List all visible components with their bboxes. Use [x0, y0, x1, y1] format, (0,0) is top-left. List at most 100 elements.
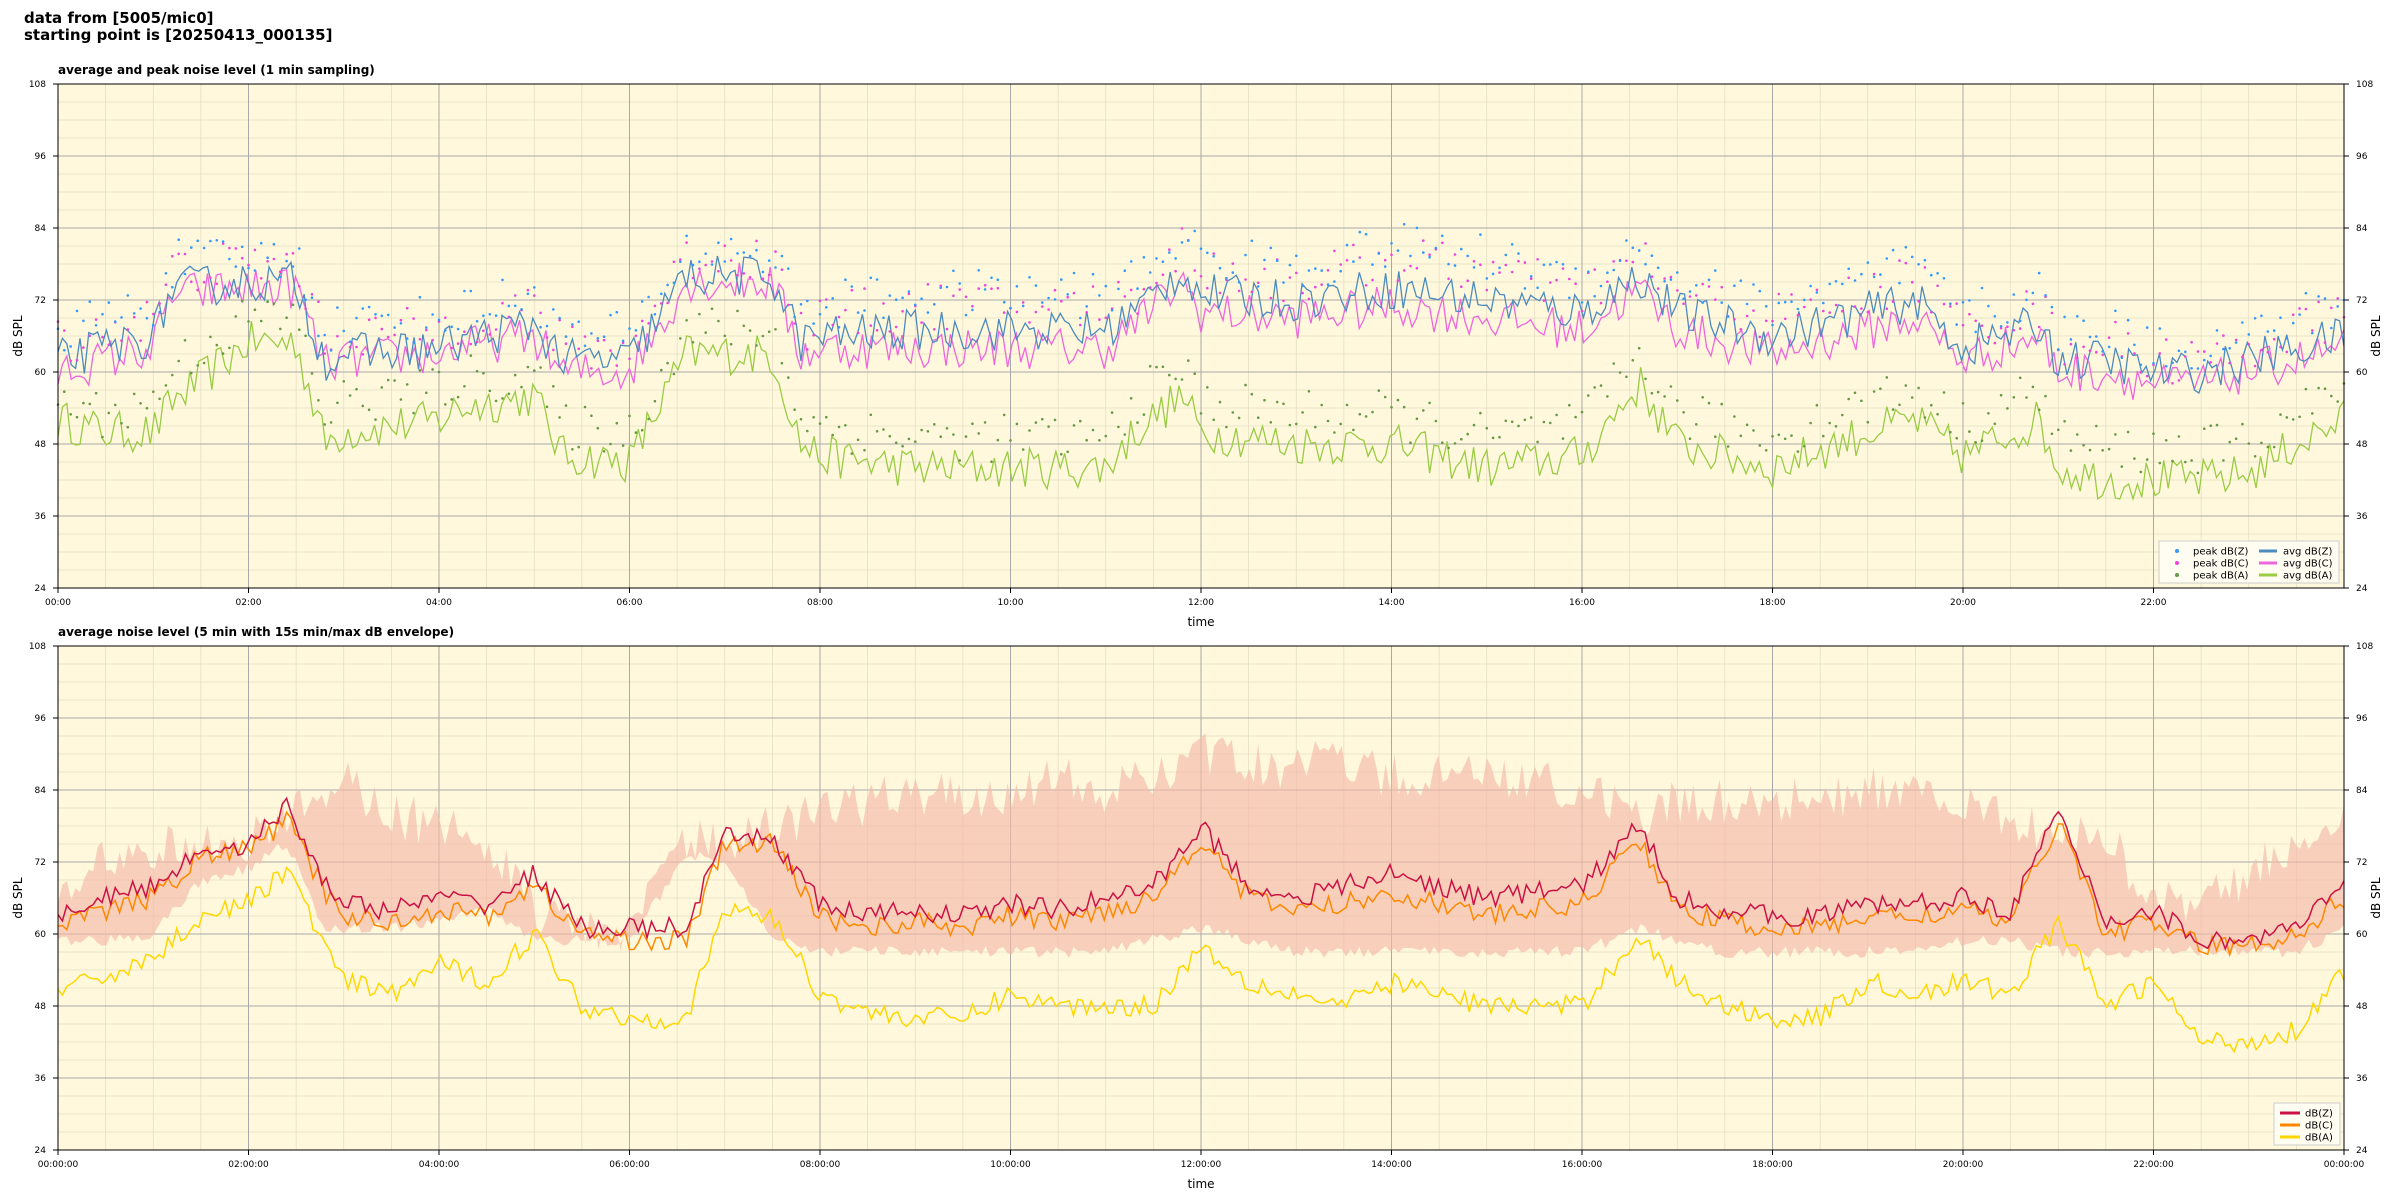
data-point-peakdbz	[513, 304, 517, 308]
data-point-peakdbz	[1568, 296, 1571, 300]
data-point-peakdbz	[2330, 326, 2333, 330]
data-point-peakdba	[107, 411, 111, 415]
data-point-peakdbz	[1930, 273, 1933, 277]
data-point-peakdbz	[2266, 330, 2270, 333]
data-point-peakdbz	[545, 324, 549, 328]
data-point-peakdba	[723, 334, 727, 338]
data-point-peakdba	[1568, 403, 1571, 407]
data-point-peakdba	[215, 343, 219, 347]
data-point-peakdbc	[545, 336, 549, 339]
data-point-peakdbz	[2196, 367, 2200, 370]
data-point-peakdbz	[679, 260, 682, 264]
data-point-peakdbc	[1923, 266, 1927, 269]
data-point-peakdba	[1142, 413, 1146, 416]
data-point-peakdbz	[1955, 323, 1958, 326]
data-point-peakdbc	[418, 338, 422, 341]
data-point-peakdbz	[933, 303, 936, 306]
data-point-peakdba	[1002, 413, 1006, 417]
y-tick-label-right: 24	[2356, 1146, 2368, 1156]
data-point-peakdbc	[2139, 370, 2143, 374]
data-point-peakdbc	[2272, 337, 2276, 341]
data-point-peakdbz	[2323, 297, 2327, 300]
data-point-peakdbc	[1333, 249, 1336, 253]
data-point-peakdba	[145, 406, 149, 410]
data-point-peakdbz	[2222, 347, 2225, 351]
data-point-peakdbz	[164, 272, 168, 275]
data-point-peakdbz	[348, 340, 352, 344]
data-point-peakdbz	[1295, 254, 1298, 258]
data-point-peakdbz	[1688, 290, 1692, 293]
data-point-peakdbc	[494, 328, 498, 331]
data-point-peakdba	[1422, 409, 1425, 412]
data-point-peakdbz	[1333, 280, 1336, 283]
data-point-peakdba	[1301, 411, 1304, 414]
data-point-peakdba	[2139, 470, 2143, 474]
data-point-peakdbz	[393, 326, 396, 329]
data-point-peakdba	[1390, 406, 1393, 409]
data-point-peakdbz	[1339, 269, 1342, 273]
data-point-peakdbz	[1961, 300, 1965, 304]
series-line-avgdbz	[57, 255, 2345, 395]
data-point-peakdba	[1980, 439, 1984, 443]
data-point-peakdbz	[1625, 239, 1628, 242]
data-point-peakdbz	[983, 288, 987, 291]
data-point-peakdbz	[552, 308, 555, 311]
data-point-peakdbz	[755, 248, 758, 252]
y-axis-label-right: dB SPL	[2369, 877, 2383, 919]
data-point-peakdbc	[1117, 280, 1120, 284]
data-point-peakdba	[1968, 430, 1971, 433]
data-point-peakdbz	[1860, 272, 1863, 276]
data-point-peakdbc	[139, 339, 142, 342]
data-point-peakdbc	[844, 308, 847, 312]
data-point-peakdbz	[2088, 335, 2092, 339]
data-point-peakdba	[1701, 396, 1704, 399]
data-point-peakdba	[1847, 397, 1850, 401]
data-point-peakdba	[1333, 431, 1336, 434]
data-point-peakdbz	[2215, 329, 2219, 332]
page-header: data from [5005/mic0] starting point is …	[24, 10, 332, 44]
data-point-peakdbz	[1714, 269, 1717, 272]
data-point-peakdbz	[742, 251, 746, 254]
data-point-peakdba	[310, 372, 314, 375]
data-point-peakdbz	[1841, 282, 1844, 286]
data-point-peakdbz	[1485, 277, 1489, 280]
legend-label: dB(Z)	[2305, 1109, 2333, 1120]
data-point-peakdbz	[653, 313, 657, 316]
data-point-peakdbc	[1460, 285, 1463, 289]
y-tick-label-left: 96	[35, 152, 47, 162]
data-point-peakdbc	[1676, 289, 1679, 292]
data-point-peakdbc	[2190, 340, 2193, 344]
x-tick-label: 10:00:00	[990, 1160, 1031, 1170]
data-point-peakdba	[2298, 415, 2301, 419]
data-point-peakdbc	[475, 340, 479, 344]
minmax-envelope	[58, 733, 2344, 958]
data-point-peakdbz	[253, 269, 257, 272]
data-point-peakdba	[875, 430, 879, 433]
data-point-peakdbz	[774, 266, 777, 269]
data-point-peakdba	[1383, 395, 1387, 399]
x-tick-label: 04:00:00	[419, 1160, 460, 1170]
data-point-peakdbz	[1441, 234, 1444, 238]
data-point-peakdbc	[1739, 328, 1743, 331]
data-point-peakdbc	[513, 294, 517, 297]
data-point-peakdbc	[1644, 242, 1647, 245]
data-point-peakdbz	[132, 312, 136, 315]
data-point-peakdbz	[856, 311, 860, 314]
data-point-peakdbz	[1542, 263, 1546, 267]
data-point-peakdbc	[1625, 259, 1628, 263]
data-point-peakdba	[1441, 441, 1444, 445]
data-point-peakdba	[1453, 442, 1457, 445]
data-point-peakdba	[361, 404, 365, 408]
data-point-peakdbz	[2272, 329, 2276, 332]
data-point-peakdbz	[825, 306, 828, 309]
x-tick-label: 18:00	[1760, 598, 1786, 608]
data-point-peakdbc	[291, 252, 295, 255]
y-tick-label-left: 48	[35, 1002, 47, 1012]
data-point-peakdba	[2190, 459, 2193, 462]
data-point-peakdbc	[501, 301, 504, 305]
data-point-peakdbc	[1828, 311, 1831, 314]
data-point-peakdba	[1091, 428, 1095, 432]
data-point-peakdba	[2222, 459, 2225, 462]
data-point-peakdbz	[355, 316, 358, 320]
